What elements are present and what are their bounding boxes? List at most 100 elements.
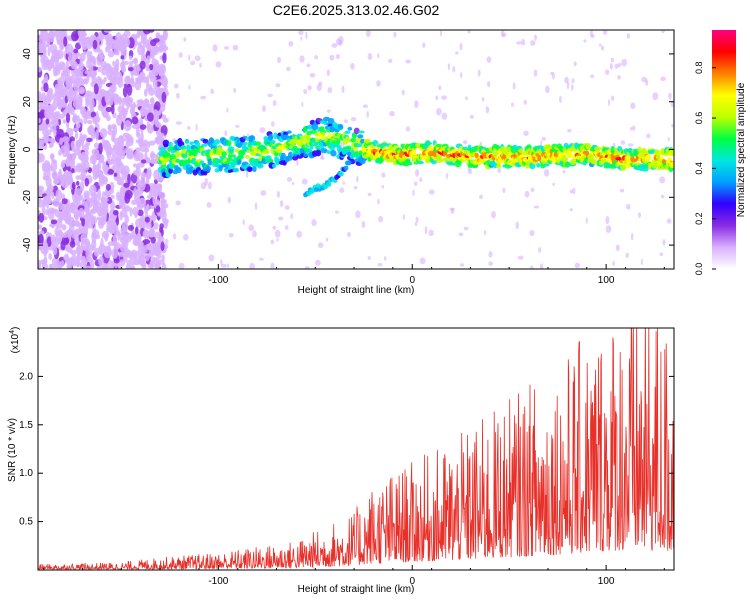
noise-cell (126, 138, 134, 147)
noise-cell (74, 188, 82, 198)
noise-cell (424, 226, 428, 235)
noise-cell (123, 205, 131, 212)
noise-cell (178, 52, 183, 58)
noise-cell (59, 260, 65, 267)
noise-cell (271, 121, 275, 127)
colorbar-tick: 0.6 (694, 112, 716, 124)
noise-cell (462, 140, 468, 145)
noise-cell (215, 61, 222, 68)
noise-cell (133, 187, 137, 193)
noise-cell (81, 197, 85, 205)
noise-cell (481, 97, 485, 102)
noise-cell (82, 37, 86, 50)
noise-cell (96, 188, 102, 201)
noise-cell (362, 104, 368, 109)
ridge-cell (214, 139, 221, 145)
ridge-cell (170, 163, 176, 168)
snr-x-axis: -100 0 100 (43, 565, 665, 587)
noise-cell (60, 30, 66, 36)
noise-cell (137, 209, 144, 217)
noise-cell (85, 248, 93, 260)
noise-cell (104, 93, 109, 103)
noise-cell (112, 60, 116, 67)
noise-cell (103, 200, 108, 212)
noise-cell (108, 43, 116, 50)
noise-cell (288, 41, 294, 47)
noise-cell (38, 111, 45, 118)
ridge-cell (218, 164, 223, 172)
noise-cell (75, 142, 81, 149)
noise-cell (436, 108, 442, 116)
noise-cell (175, 200, 181, 206)
noise-cell (104, 233, 109, 242)
ridge-cell (268, 135, 274, 141)
noise-cell (356, 176, 359, 183)
ridge-cell (670, 161, 674, 166)
y-tick: 1.0 (19, 468, 674, 479)
noise-cell (306, 63, 311, 68)
noise-cell (629, 126, 633, 131)
noise-cell (120, 168, 125, 176)
noise-cell (107, 142, 112, 155)
noise-cell (517, 255, 524, 260)
noise-cell (100, 237, 104, 250)
ridge-cell (567, 151, 573, 159)
noise-cell (58, 149, 63, 156)
noise-cell (101, 164, 109, 172)
colorbar-tick-label: 0.8 (694, 61, 704, 74)
noise-cell (106, 221, 110, 231)
noise-cell (590, 74, 595, 78)
noise-cell (60, 72, 68, 79)
noise-cell (121, 43, 126, 52)
noise-cell (61, 232, 69, 238)
y-tick-label: -20 (22, 190, 33, 205)
y-tick-label: 2.0 (19, 371, 33, 382)
noise-cell (73, 90, 77, 101)
noise-cell (458, 232, 464, 237)
noise-cell (208, 254, 215, 262)
noise-cell (112, 76, 121, 85)
noise-cell (331, 43, 338, 48)
noise-cell (162, 78, 168, 87)
noise-cell (38, 153, 45, 163)
ridge-cell (356, 142, 363, 148)
noise-cell (118, 197, 123, 209)
noise-cell (91, 153, 97, 162)
noise-cell (612, 260, 615, 267)
noise-cell (659, 176, 666, 184)
noise-cell (86, 50, 91, 61)
noise-cell (49, 43, 58, 53)
noise-cell (227, 196, 231, 204)
noise-cell (110, 194, 115, 199)
snr-y-label: SNR (10 * v/v) (7, 418, 18, 482)
noise-cell (156, 177, 163, 183)
noise-cell (52, 67, 61, 76)
noise-cell (610, 57, 615, 63)
noise-cell (132, 206, 139, 216)
noise-cell (307, 85, 312, 91)
ridge-cell (590, 160, 598, 165)
ridge-cell (644, 154, 651, 162)
noise-cell (646, 133, 651, 139)
noise-cell (135, 163, 140, 170)
ridge-cell (494, 144, 501, 150)
noise-cell (38, 118, 41, 124)
noise-cell (538, 246, 542, 253)
noise-cell (438, 85, 442, 91)
noise-cell (620, 140, 626, 146)
noise-cell (95, 129, 99, 141)
y-tick-label: -40 (22, 237, 33, 252)
noise-cell (621, 58, 628, 67)
noise-cell (44, 109, 48, 118)
noise-cell (79, 260, 87, 269)
noise-cell (155, 205, 161, 213)
noise-cell (626, 33, 631, 39)
noise-cell (619, 188, 625, 193)
noise-cell (123, 147, 131, 154)
noise-cell (228, 232, 234, 238)
noise-cell (463, 226, 469, 231)
y-tick: -40 (22, 237, 674, 252)
noise-cell (62, 210, 70, 222)
noise-cell (415, 216, 419, 224)
noise-cell (105, 114, 111, 122)
